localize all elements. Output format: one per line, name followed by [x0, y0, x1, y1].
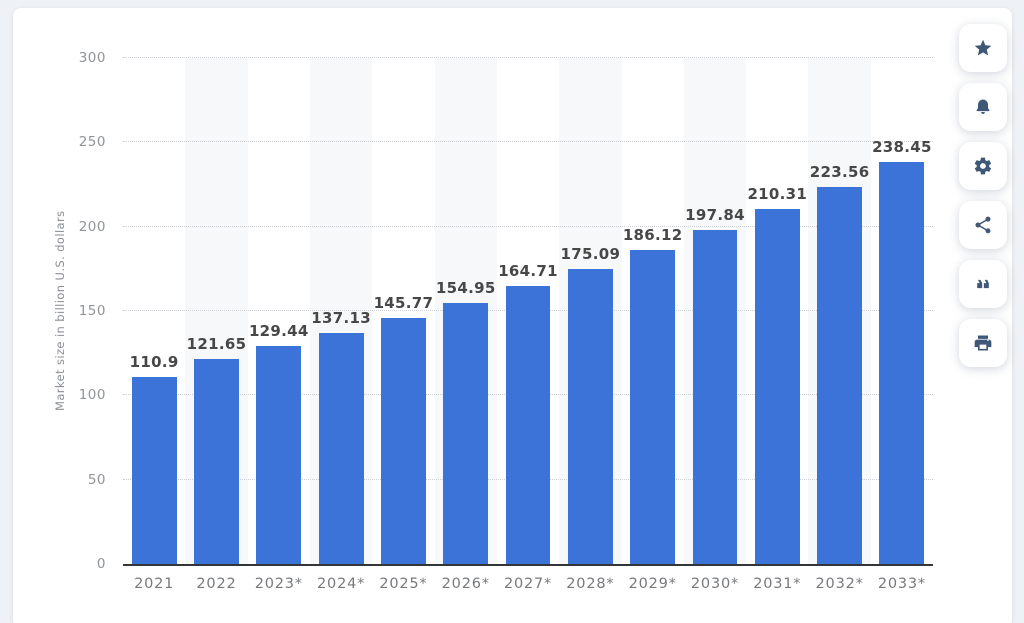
- gridline: [123, 225, 933, 227]
- bar-column: 197.84: [684, 58, 746, 564]
- citation-button[interactable]: [959, 260, 1007, 308]
- bar-2033*[interactable]: [879, 162, 925, 564]
- favorite-button[interactable]: [959, 24, 1007, 72]
- bar-2021[interactable]: [131, 377, 177, 564]
- x-tick-label: 2023*: [254, 576, 303, 592]
- gridline: [123, 57, 933, 58]
- bar-2026*[interactable]: [443, 303, 489, 564]
- bar-column: 145.77: [372, 58, 434, 564]
- y-tick-label: 250: [78, 134, 106, 151]
- y-tick-label: 300: [78, 50, 106, 66]
- bar-value-label: 210.31: [747, 185, 808, 203]
- quote-icon: [977, 279, 989, 289]
- bar-column: 121.65: [185, 58, 247, 564]
- x-tick-label: 2024*: [317, 576, 366, 592]
- bar-column: 210.31: [746, 58, 808, 564]
- bar-column: 186.12: [622, 58, 684, 564]
- x-tick-label: 2031*: [753, 576, 802, 592]
- y-tick-label: 100: [78, 387, 106, 404]
- y-tick-label: 150: [78, 303, 106, 319]
- bell-icon: [976, 99, 990, 114]
- x-tick-label: 2022: [196, 576, 237, 592]
- bar-column: 129.44: [248, 58, 310, 564]
- bar-value-label: 175.09: [560, 245, 621, 263]
- bar-value-label: 197.84: [685, 206, 745, 224]
- x-tick-label: 2025*: [379, 576, 428, 592]
- bar-value-label: 154.95: [435, 279, 496, 297]
- x-tick-label: 2021: [134, 576, 175, 592]
- x-tick-label: 2028*: [566, 576, 615, 592]
- bar-value-label: 164.71: [498, 262, 558, 280]
- share-icon: [975, 216, 991, 234]
- bar-value-label: 223.56: [809, 163, 870, 181]
- bar-2025*[interactable]: [380, 318, 426, 564]
- bar-2024*[interactable]: [318, 333, 364, 564]
- bar-2032*[interactable]: [817, 187, 863, 564]
- gridline: [123, 141, 933, 143]
- plot-area: 110.9 121.65 129.44 137.13 145.77 154.95 164.7…: [123, 57, 933, 566]
- bar-column: 164.71: [497, 58, 559, 564]
- bar-column: 110.9: [123, 58, 185, 564]
- bar-column: 154.95: [435, 58, 497, 564]
- bar-value-label: 121.65: [186, 335, 247, 353]
- bar-2022[interactable]: [194, 359, 239, 564]
- x-axis-ticks: 2021 2022 2023* 2024* 2025* 2026* 2027* 2028* 20…: [123, 576, 933, 592]
- bar-value-label: 110.9: [129, 353, 179, 371]
- bar-value-label: 145.77: [373, 294, 434, 312]
- bar-2030*[interactable]: [692, 230, 738, 564]
- bar-2031*[interactable]: [754, 209, 800, 564]
- bar-value-label: 129.44: [248, 322, 309, 340]
- y-axis-ticks: 0 50 100 150 200 250 300: [13, 50, 106, 572]
- bar-column: 223.56: [808, 58, 870, 564]
- x-tick-label: 2026*: [441, 576, 490, 592]
- x-tick-label: 2027*: [503, 576, 553, 592]
- bar-2029*[interactable]: [630, 250, 676, 564]
- y-tick-label: 50: [87, 471, 106, 488]
- star-icon: [974, 39, 992, 56]
- share-button[interactable]: [959, 201, 1007, 249]
- chart-card: Market size in billion U.S. dollars 0 50 1…: [13, 8, 1012, 623]
- bar-2028*[interactable]: [567, 269, 613, 564]
- x-tick-label: 2030*: [690, 576, 740, 592]
- x-tick-label: 2032*: [815, 576, 864, 592]
- bar-value-label: 137.13: [311, 309, 371, 327]
- notifications-button[interactable]: [959, 83, 1007, 131]
- bar-value-label: 186.12: [622, 226, 683, 244]
- bar-column: 175.09: [559, 58, 621, 564]
- x-tick-label: 2029*: [628, 576, 677, 592]
- bar-2023*[interactable]: [256, 346, 302, 564]
- action-rail: [959, 24, 1007, 367]
- bar-column: 238.45: [871, 58, 933, 564]
- x-tick-label: 2033*: [877, 576, 926, 592]
- bar-value-label: 238.45: [872, 138, 932, 156]
- gear-icon: [974, 157, 992, 175]
- y-tick-label: 0: [96, 556, 106, 572]
- bar-column: 137.13: [310, 58, 372, 564]
- print-button[interactable]: [959, 319, 1007, 367]
- bar-columns: 110.9 121.65 129.44 137.13 145.77 154.95 164.7…: [123, 58, 933, 564]
- bar-2027*[interactable]: [505, 286, 551, 564]
- settings-button[interactable]: [959, 142, 1007, 190]
- printer-icon: [974, 335, 992, 351]
- y-tick-label: 200: [78, 218, 106, 235]
